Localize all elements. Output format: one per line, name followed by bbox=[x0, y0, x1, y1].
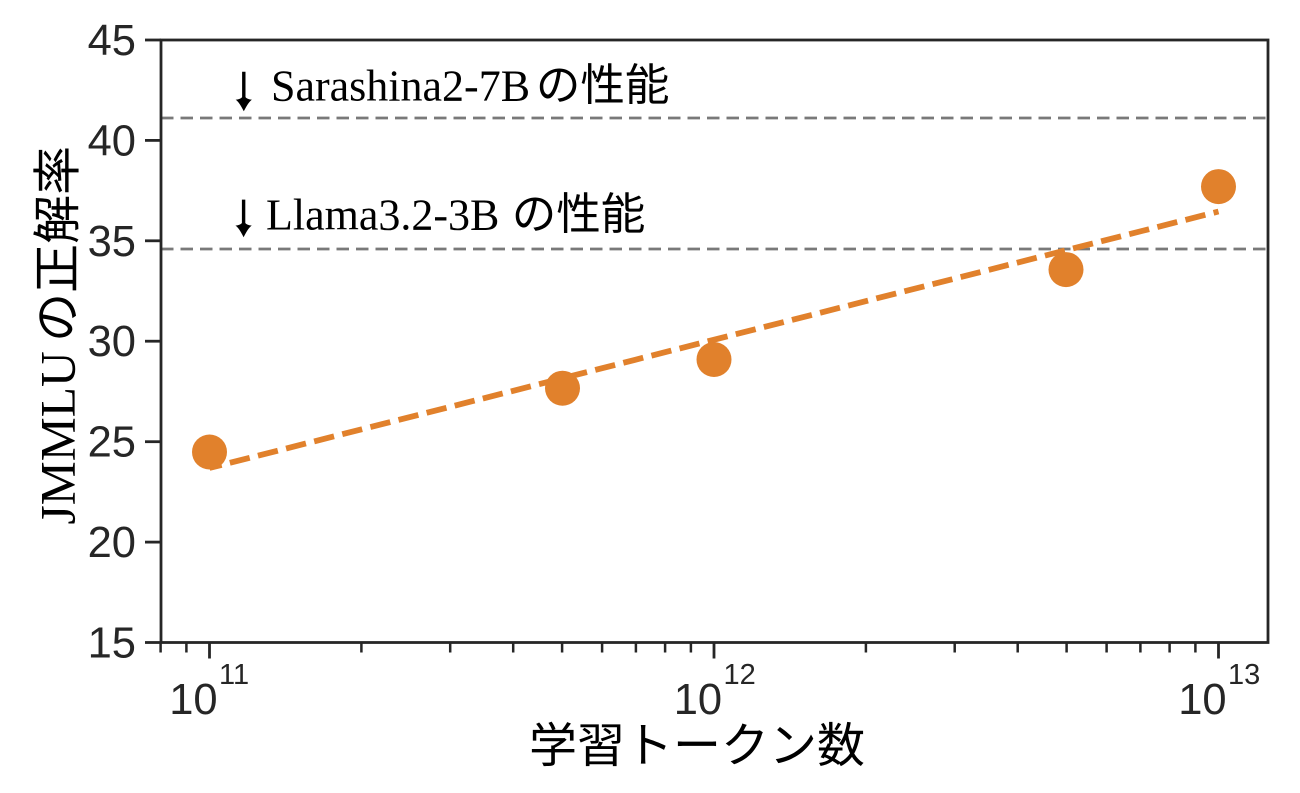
svg-text:10: 10 bbox=[169, 676, 217, 724]
svg-text:11: 11 bbox=[219, 659, 249, 691]
svg-text:12: 12 bbox=[724, 659, 756, 691]
svg-text:25: 25 bbox=[88, 419, 136, 467]
svg-text:JMMLU: JMMLU bbox=[31, 351, 86, 524]
svg-text:Llama3.2-3B: Llama3.2-3B bbox=[266, 191, 499, 240]
svg-text:35: 35 bbox=[88, 218, 136, 266]
svg-text:45: 45 bbox=[88, 17, 136, 65]
svg-text:10: 10 bbox=[674, 676, 722, 724]
svg-text:10: 10 bbox=[1178, 676, 1226, 724]
svg-text:30: 30 bbox=[88, 318, 136, 366]
svg-text:20: 20 bbox=[88, 519, 136, 567]
svg-text:15: 15 bbox=[88, 620, 136, 668]
svg-text:40: 40 bbox=[88, 117, 136, 165]
svg-text:13: 13 bbox=[1228, 659, 1260, 691]
svg-text:Sarashina2-7B: Sarashina2-7B bbox=[271, 62, 530, 111]
